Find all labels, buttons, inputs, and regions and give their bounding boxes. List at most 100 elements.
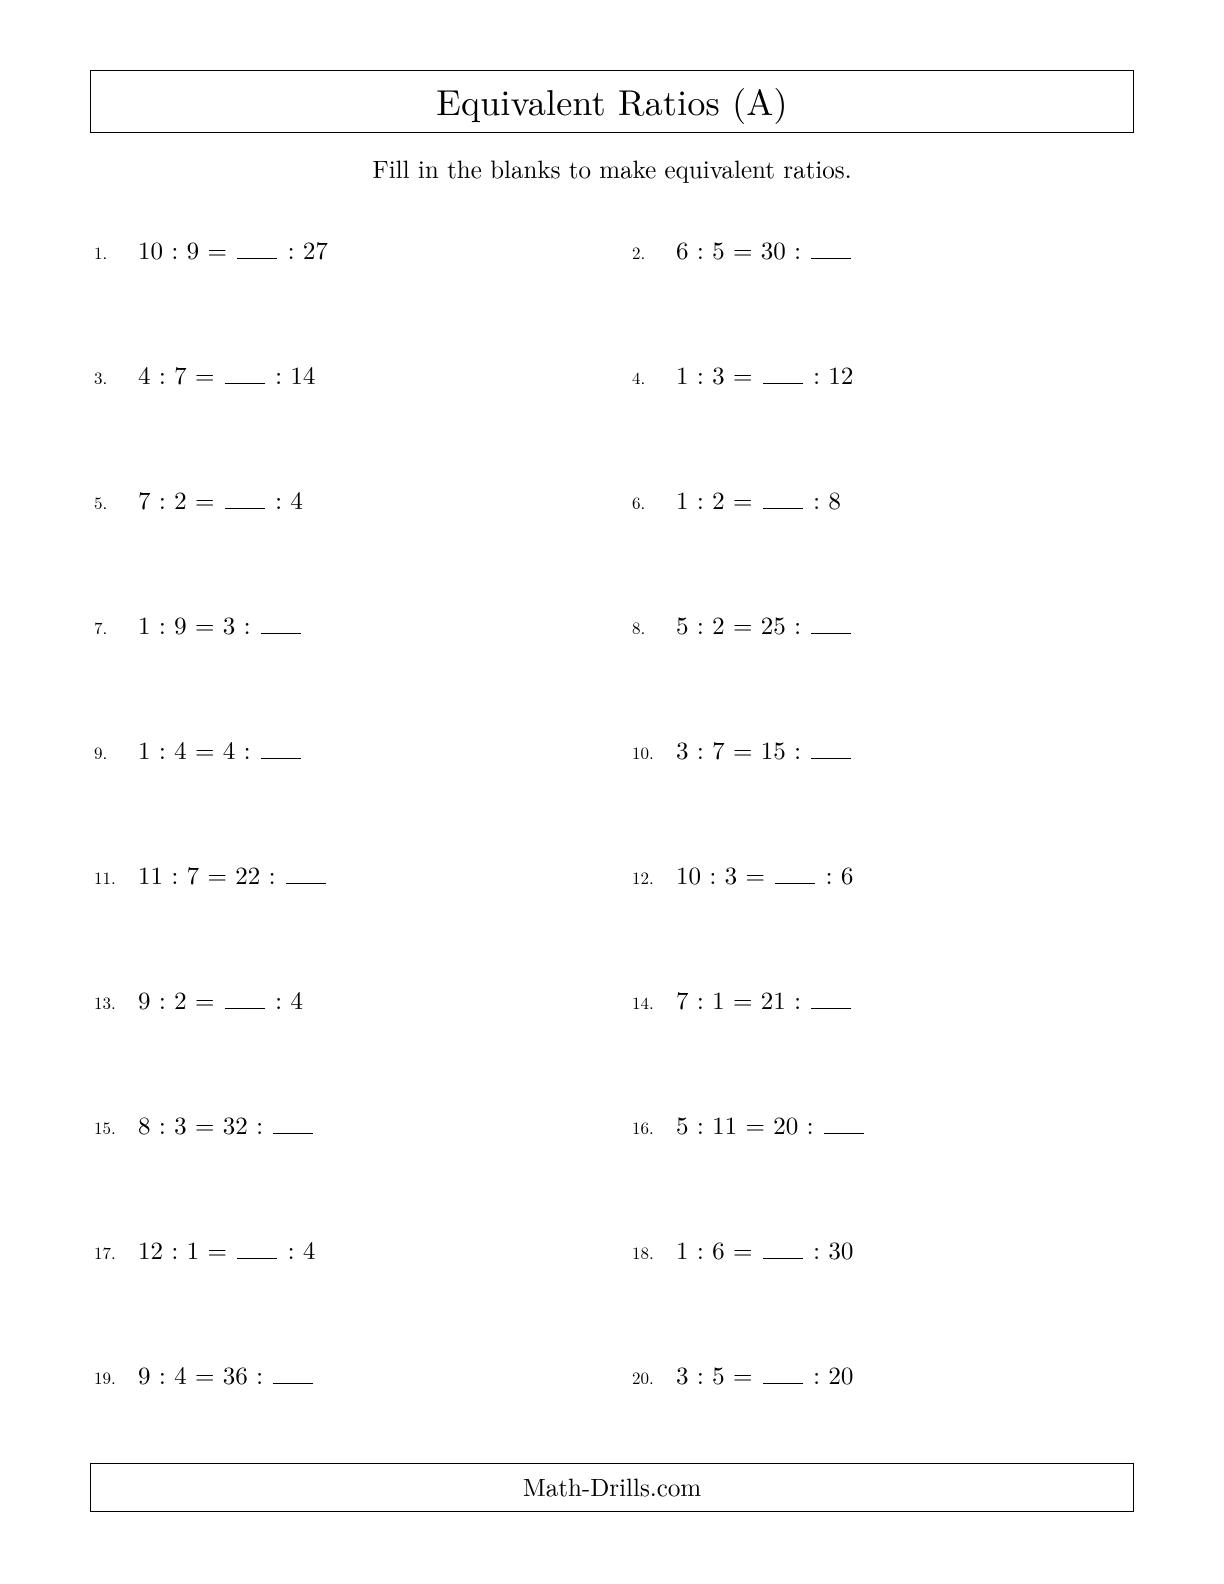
title-box: Equivalent Ratios (A) <box>90 70 1134 133</box>
blank-field[interactable] <box>811 741 851 759</box>
ratio-value: 2 <box>174 482 187 517</box>
problem-row: 5.7 : 2 = : 4 <box>94 482 592 517</box>
ratio-value: 1 <box>676 482 689 517</box>
problem-row: 2.6 : 5 = 30 : <box>632 232 1130 267</box>
ratio-value: 1 <box>712 982 725 1017</box>
ratio-value: 9 <box>138 982 151 1017</box>
problem-expression: 12 : 1 = : 4 <box>138 1232 315 1267</box>
blank-field[interactable] <box>237 1241 277 1259</box>
blank-field[interactable] <box>775 866 815 884</box>
ratio-value: 4 <box>290 482 303 517</box>
blank-field[interactable] <box>824 1116 864 1134</box>
problem-number: 2. <box>632 240 676 264</box>
problem-expression: 9 : 4 = 36 : <box>138 1357 315 1392</box>
problem-expression: 5 : 11 = 20 : <box>676 1107 866 1142</box>
problem-expression: 1 : 9 = 3 : <box>138 607 303 642</box>
blank-field[interactable] <box>273 1116 313 1134</box>
ratio-value: 2 <box>174 982 187 1017</box>
blank-field[interactable] <box>225 491 265 509</box>
problem-expression: 7 : 1 = 21 : <box>676 982 853 1017</box>
problem-number: 18. <box>632 1240 676 1264</box>
ratio-value: 11 <box>138 857 163 892</box>
blank-field[interactable] <box>261 741 301 759</box>
problem-expression: 6 : 5 = 30 : <box>676 232 853 267</box>
problem-row: 13.9 : 2 = : 4 <box>94 982 592 1017</box>
problem-row: 18.1 : 6 = : 30 <box>632 1232 1130 1267</box>
blank-field[interactable] <box>763 491 803 509</box>
ratio-value: 8 <box>138 1107 151 1142</box>
ratio-value: 20 <box>773 1107 798 1142</box>
problem-row: 7.1 : 9 = 3 : <box>94 607 592 642</box>
blank-field[interactable] <box>286 866 326 884</box>
ratio-value: 7 <box>187 857 200 892</box>
problem-row: 1.10 : 9 = : 27 <box>94 232 592 267</box>
problem-row: 14.7 : 1 = 21 : <box>632 982 1130 1017</box>
problem-row: 15.8 : 3 = 32 : <box>94 1107 592 1142</box>
problem-expression: 1 : 6 = : 30 <box>676 1232 853 1267</box>
blank-field[interactable] <box>225 366 265 384</box>
problem-row: 16.5 : 11 = 20 : <box>632 1107 1130 1142</box>
ratio-value: 20 <box>828 1357 853 1392</box>
instructions: Fill in the blanks to make equivalent ra… <box>90 151 1134 186</box>
ratio-value: 3 <box>676 1357 689 1392</box>
blank-field[interactable] <box>763 366 803 384</box>
ratio-value: 1 <box>138 732 151 767</box>
problem-number: 4. <box>632 365 676 389</box>
ratio-value: 4 <box>138 357 151 392</box>
problem-expression: 5 : 2 = 25 : <box>676 607 853 642</box>
ratio-value: 7 <box>676 982 689 1017</box>
blank-field[interactable] <box>763 1366 803 1384</box>
blank-field[interactable] <box>273 1366 313 1384</box>
problem-number: 5. <box>94 490 138 514</box>
ratio-value: 3 <box>676 732 689 767</box>
ratio-value: 3 <box>725 857 738 892</box>
blank-field[interactable] <box>225 991 265 1009</box>
ratio-value: 7 <box>138 482 151 517</box>
ratio-value: 4 <box>303 1232 316 1267</box>
problem-row: 4.1 : 3 = : 12 <box>632 357 1130 392</box>
problem-expression: 3 : 5 = : 20 <box>676 1357 853 1392</box>
ratio-value: 36 <box>223 1357 248 1392</box>
problem-expression: 7 : 2 = : 4 <box>138 482 303 517</box>
problem-number: 20. <box>632 1365 676 1389</box>
problem-expression: 1 : 4 = 4 : <box>138 732 303 767</box>
ratio-value: 1 <box>676 357 689 392</box>
blank-field[interactable] <box>811 241 851 259</box>
ratio-value: 5 <box>676 1107 689 1142</box>
blank-field[interactable] <box>237 241 277 259</box>
problem-expression: 8 : 3 = 32 : <box>138 1107 315 1142</box>
ratio-value: 27 <box>303 232 328 267</box>
blank-field[interactable] <box>763 1241 803 1259</box>
problem-row: 9.1 : 4 = 4 : <box>94 732 592 767</box>
blank-field[interactable] <box>811 616 851 634</box>
problem-number: 10. <box>632 740 676 764</box>
problem-expression: 1 : 3 = : 12 <box>676 357 853 392</box>
problem-number: 14. <box>632 990 676 1014</box>
footer-text: Math-Drills.com <box>523 1469 701 1504</box>
problem-number: 6. <box>632 490 676 514</box>
ratio-value: 2 <box>712 607 725 642</box>
problem-number: 9. <box>94 740 138 764</box>
ratio-value: 15 <box>761 732 786 767</box>
ratio-value: 1 <box>676 1232 689 1267</box>
ratio-value: 4 <box>223 732 236 767</box>
ratio-value: 1 <box>187 1232 200 1267</box>
ratio-value: 11 <box>712 1107 737 1142</box>
problem-row: 12.10 : 3 = : 6 <box>632 857 1130 892</box>
ratio-value: 21 <box>761 982 786 1017</box>
problem-number: 1. <box>94 240 138 264</box>
blank-field[interactable] <box>261 616 301 634</box>
ratio-value: 3 <box>174 1107 187 1142</box>
ratio-value: 30 <box>761 232 786 267</box>
problem-number: 12. <box>632 865 676 889</box>
ratio-value: 5 <box>676 607 689 642</box>
ratio-value: 4 <box>174 1357 187 1392</box>
problem-number: 11. <box>94 865 138 889</box>
ratio-value: 7 <box>712 732 725 767</box>
ratio-value: 30 <box>828 1232 853 1267</box>
ratio-value: 12 <box>828 357 853 392</box>
ratio-value: 6 <box>676 232 689 267</box>
ratio-value: 9 <box>138 1357 151 1392</box>
blank-field[interactable] <box>811 991 851 1009</box>
ratio-value: 25 <box>761 607 786 642</box>
